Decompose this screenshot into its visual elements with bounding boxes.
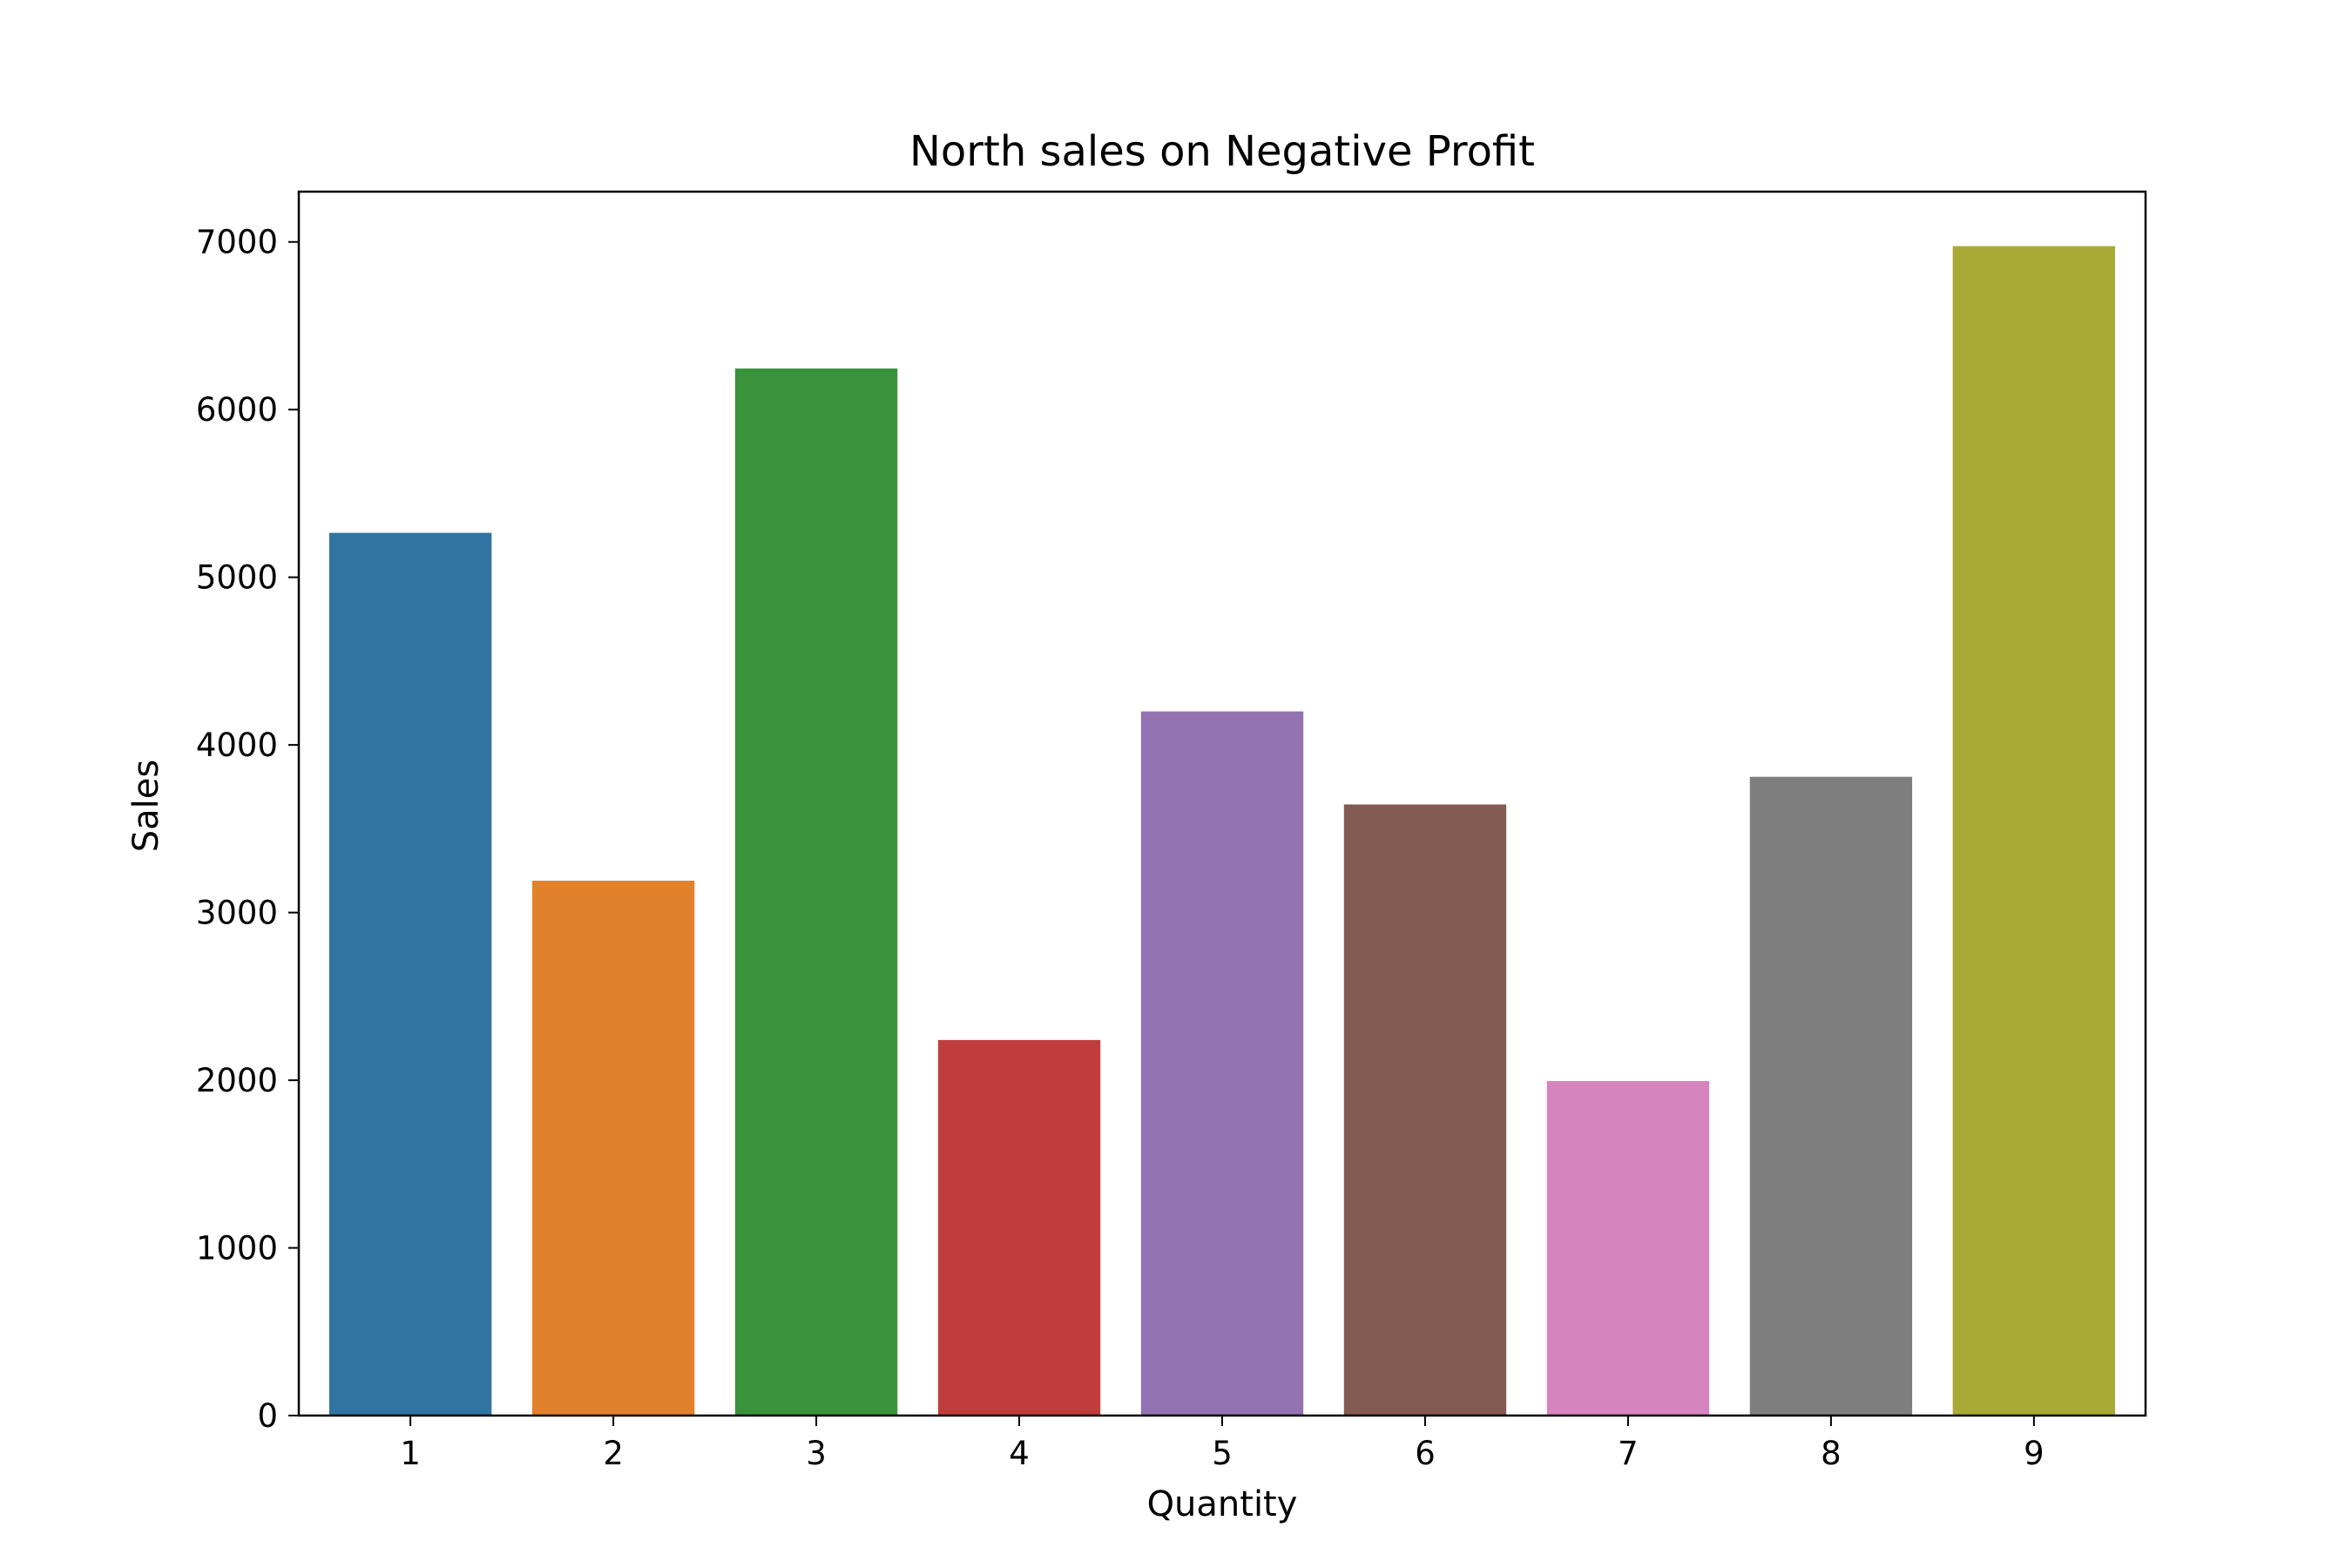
y-tick-label: 2000 bbox=[196, 1062, 278, 1099]
bar-5 bbox=[1140, 711, 1304, 1416]
y-tick-label: 4000 bbox=[196, 727, 278, 764]
y-axis-ticks: 0 1000 2000 3000 4000 5000 6000 7000 bbox=[196, 224, 299, 1435]
y-tick-label: 5000 bbox=[196, 559, 278, 597]
bar-7 bbox=[1546, 1081, 1710, 1416]
x-tick-label: 7 bbox=[1618, 1435, 1639, 1472]
bar-2 bbox=[531, 881, 695, 1416]
chart-title: North sales on Negative Profit bbox=[909, 127, 1535, 176]
bar-8 bbox=[1749, 776, 1913, 1416]
x-tick-label: 6 bbox=[1415, 1435, 1436, 1472]
bar-6 bbox=[1343, 804, 1507, 1416]
x-axis-ticks: 1 2 3 4 5 6 7 8 9 bbox=[400, 1416, 2044, 1472]
y-tick-label: 0 bbox=[257, 1397, 278, 1435]
y-tick-label: 6000 bbox=[196, 391, 278, 429]
bar-1 bbox=[328, 532, 492, 1416]
bar-9 bbox=[1952, 246, 2116, 1416]
x-tick-label: 1 bbox=[400, 1435, 421, 1472]
x-tick-label: 5 bbox=[1212, 1435, 1233, 1472]
plot-frame bbox=[297, 190, 2147, 1417]
y-tick-label: 3000 bbox=[196, 895, 278, 932]
x-tick-label: 2 bbox=[603, 1435, 624, 1472]
y-axis-label: Sales bbox=[126, 760, 166, 852]
x-tick-label: 8 bbox=[1821, 1435, 1842, 1472]
bar-4 bbox=[937, 1039, 1101, 1416]
y-tick-label: 7000 bbox=[196, 224, 278, 261]
bars bbox=[328, 246, 2116, 1416]
y-tick-label: 1000 bbox=[196, 1230, 278, 1267]
x-tick-label: 9 bbox=[2024, 1435, 2044, 1472]
x-axis-label: Quantity bbox=[1147, 1484, 1298, 1524]
x-tick-label: 4 bbox=[1009, 1435, 1030, 1472]
x-tick-label: 3 bbox=[806, 1435, 827, 1472]
bar-3 bbox=[734, 368, 898, 1416]
